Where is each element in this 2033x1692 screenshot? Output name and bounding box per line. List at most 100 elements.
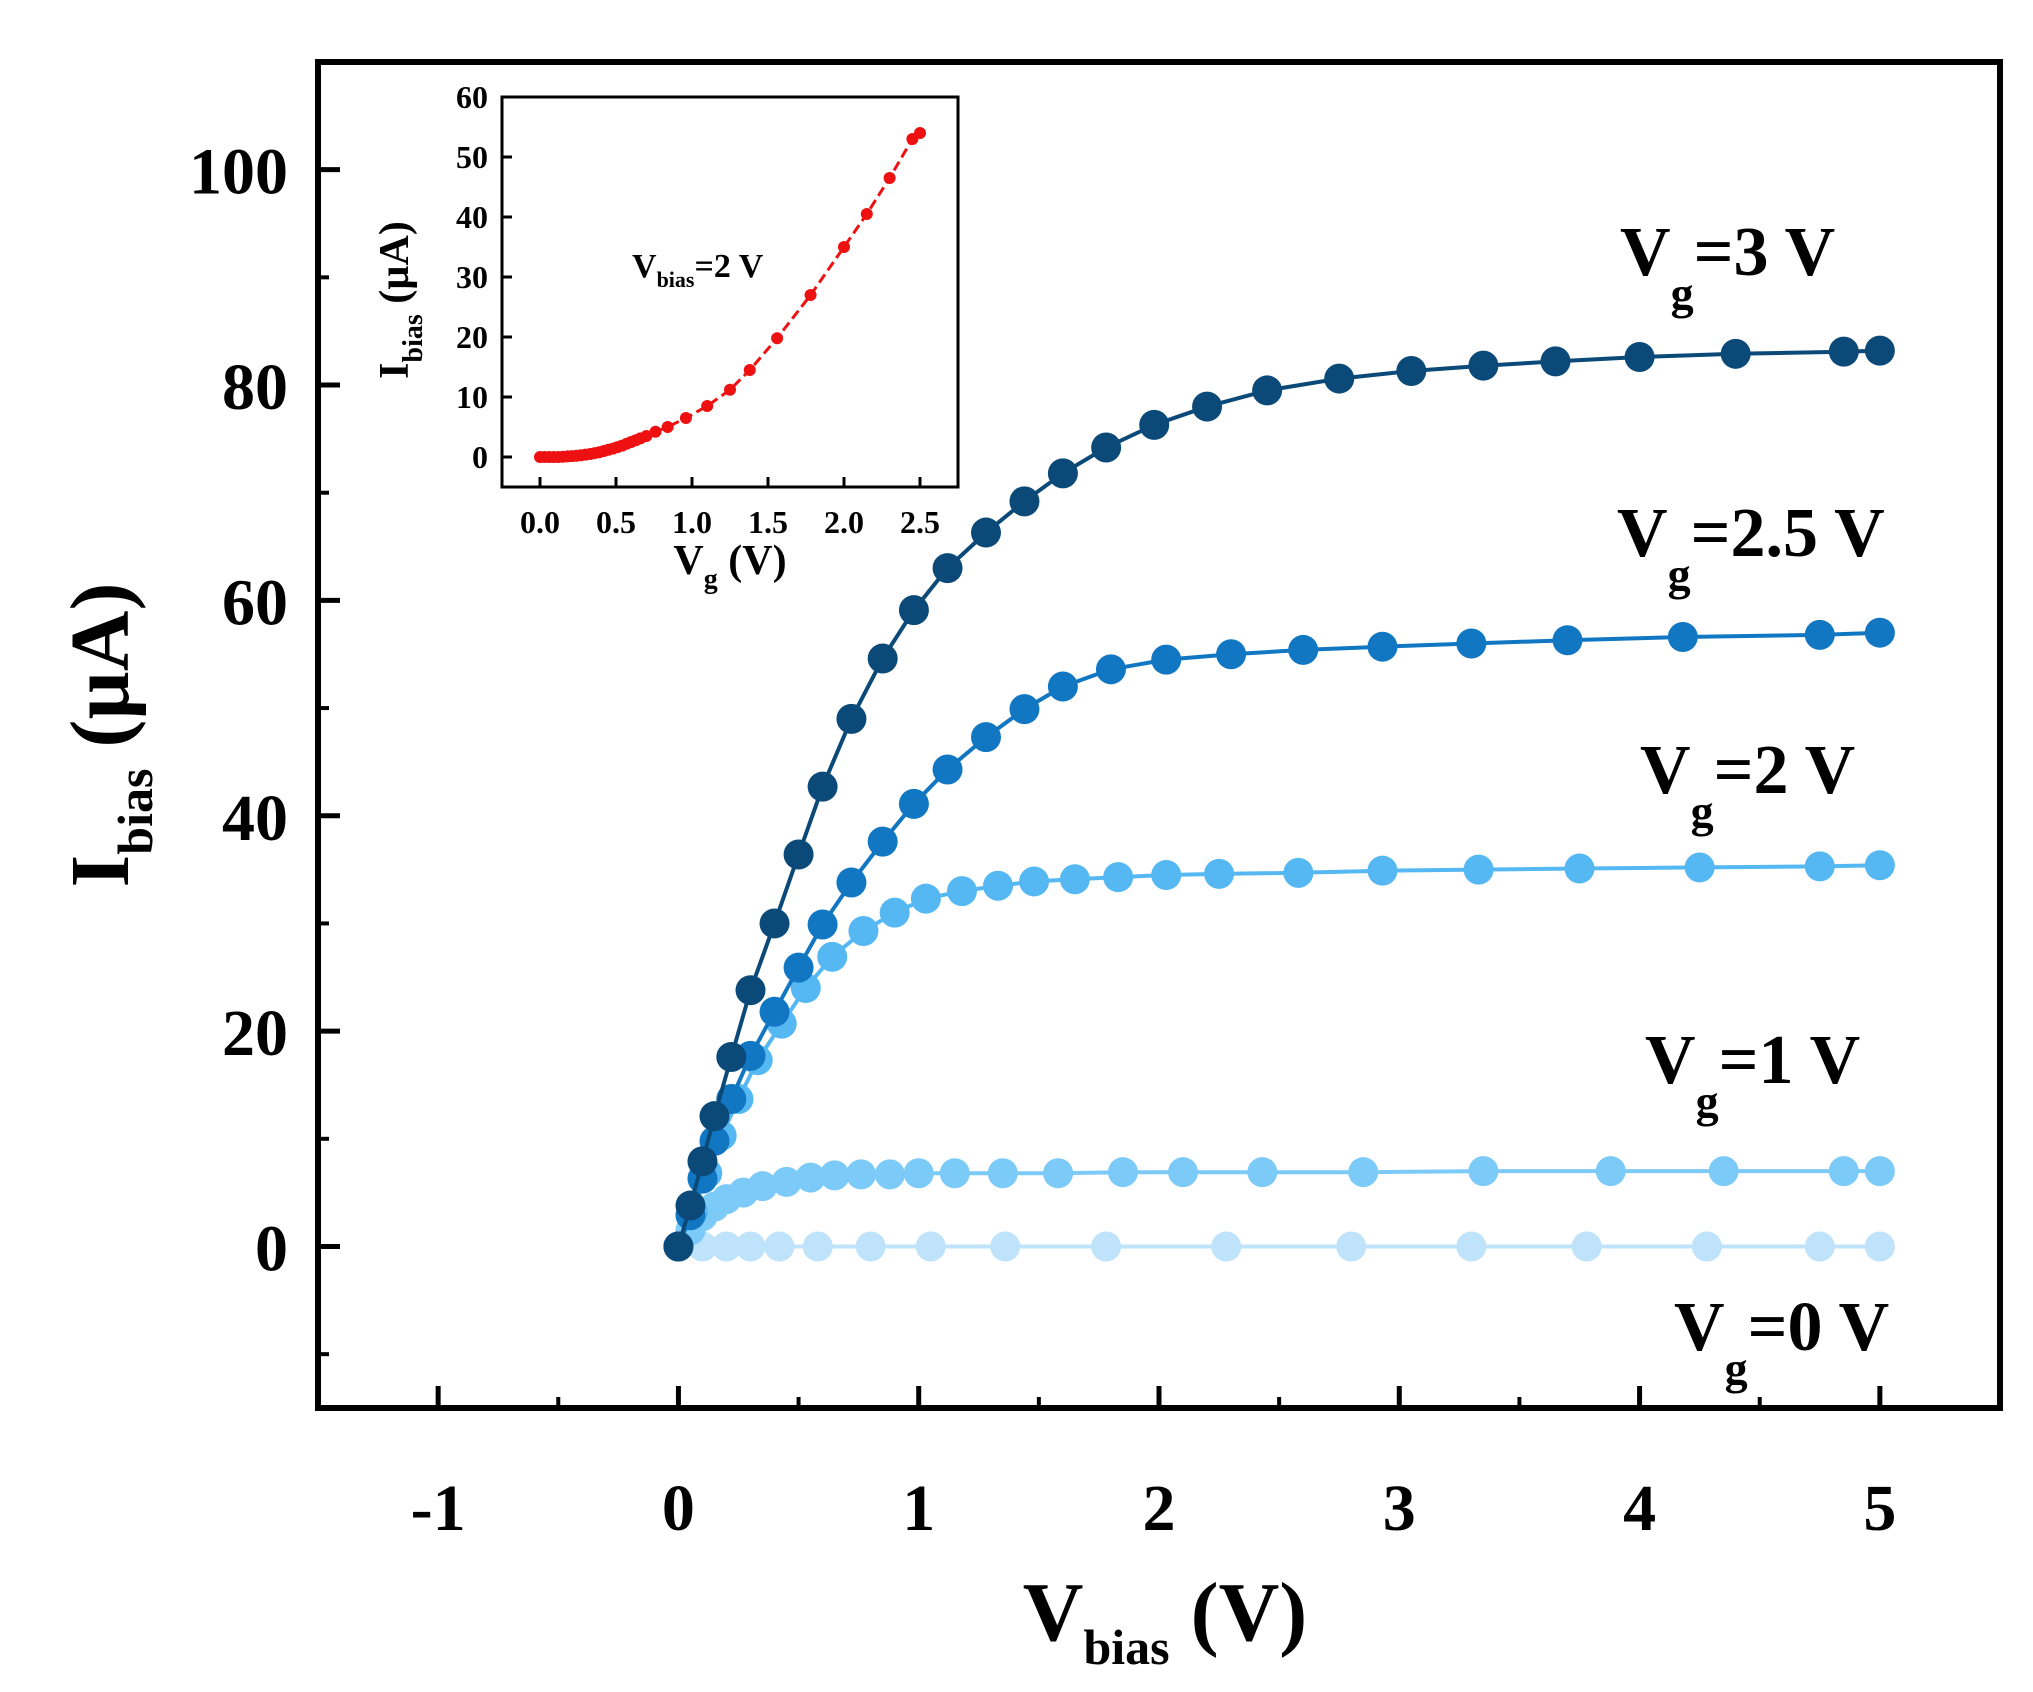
data-point: [663, 1231, 694, 1262]
inset-y-axis-title: Ibias (µA): [372, 221, 429, 379]
data-point: [946, 876, 977, 907]
inset-annotation-sub: bias: [657, 267, 695, 292]
data-point: [1540, 346, 1571, 377]
data-point: [1151, 859, 1182, 890]
data-point: [846, 1159, 877, 1190]
data-point: [807, 909, 838, 940]
data-point: [817, 941, 848, 972]
data-point: [1247, 1157, 1278, 1188]
inset-y-tick-label: 40: [456, 199, 488, 235]
data-point: [1216, 639, 1247, 670]
series-label-sub: g: [1691, 786, 1714, 837]
data-point: [1252, 375, 1283, 406]
inset-y-tick-label: 0: [472, 439, 488, 475]
series-label-sub: g: [1668, 549, 1691, 600]
data-point: [1103, 862, 1134, 893]
data-point: [771, 1166, 802, 1197]
inset-annotation-main: V: [632, 248, 657, 285]
data-point: [1468, 350, 1499, 381]
inset-y-tick-label: 30: [456, 259, 488, 295]
data-point: [1324, 363, 1355, 394]
data-point: [1804, 619, 1835, 650]
data-point: [1456, 628, 1487, 659]
data-point: [983, 870, 1014, 901]
data-point: [1139, 409, 1170, 440]
series-label-sub: g: [1696, 1076, 1719, 1127]
data-point: [735, 1231, 766, 1262]
data-point: [1283, 857, 1314, 888]
data-point: [1288, 634, 1319, 665]
data-point: [1047, 671, 1078, 702]
x-tick-label: 4: [1623, 1472, 1656, 1545]
inset-y-tick-label: 50: [456, 139, 488, 175]
data-point: [1864, 1156, 1895, 1187]
inset-y-tick-label: 20: [456, 319, 488, 355]
data-point: [1667, 622, 1698, 653]
data-point: [759, 908, 790, 939]
data-point: [903, 1158, 934, 1189]
x-axis-title: Vbias (V): [1023, 1566, 1307, 1675]
data-point: [939, 1158, 970, 1189]
series-label-main: V: [1620, 214, 1671, 291]
data-point: [1348, 1157, 1379, 1188]
data-point: [1107, 1157, 1138, 1188]
series-label: Vg=0 V: [1674, 1289, 1889, 1394]
inset-data-point: [883, 172, 896, 184]
inset-data-point: [640, 430, 653, 442]
data-point: [1019, 866, 1050, 897]
data-point: [1043, 1158, 1074, 1189]
x-tick-label: 2: [1143, 1472, 1176, 1545]
inset-data-point: [804, 289, 817, 301]
data-point: [1091, 1231, 1122, 1262]
data-point: [1095, 654, 1126, 685]
data-point: [1595, 1156, 1626, 1187]
series-label: Vg=1 V: [1645, 1022, 1860, 1127]
data-point: [783, 952, 814, 983]
inset-x-axis-title-main: V: [673, 538, 703, 584]
data-point: [759, 996, 790, 1027]
data-point: [867, 826, 898, 857]
data-point: [855, 1231, 886, 1262]
data-point: [1804, 851, 1835, 882]
inset-x-tick-label: 1.0: [672, 504, 712, 540]
data-point: [1009, 694, 1040, 725]
inset-x-axis-title-unit: (V): [718, 538, 787, 584]
series-label-rest: =0 V: [1748, 1289, 1890, 1366]
data-point: [1691, 1231, 1722, 1262]
inset-y-tick-label: 10: [456, 379, 488, 415]
data-point: [932, 754, 963, 785]
inset-data-point: [838, 241, 850, 253]
series-label-main: V: [1645, 1022, 1696, 1099]
series-label-rest: =2 V: [1714, 732, 1856, 809]
series-label-main: V: [1617, 495, 1668, 572]
data-point: [1804, 1231, 1835, 1262]
data-point: [747, 1171, 778, 1202]
data-point: [802, 1231, 833, 1262]
data-point: [716, 1041, 747, 1072]
data-point: [795, 1162, 826, 1193]
data-point: [699, 1101, 730, 1132]
data-point: [836, 703, 867, 734]
inset-y-axis-title-unit: (µA): [372, 221, 418, 314]
data-point: [932, 553, 963, 584]
data-point: [987, 1158, 1018, 1189]
data-point: [970, 517, 1001, 548]
data-point: [1720, 338, 1751, 369]
data-point: [819, 1160, 850, 1191]
data-point: [735, 975, 766, 1006]
data-point: [1204, 858, 1235, 889]
y-tick-label: 100: [189, 136, 288, 209]
data-point: [1708, 1156, 1739, 1187]
data-point: [1367, 855, 1398, 886]
x-tick-label: 0: [662, 1472, 695, 1545]
inset-data-point: [860, 208, 873, 220]
data-point: [675, 1190, 706, 1221]
data-point: [783, 839, 814, 870]
inset-y-axis-title-main: I: [372, 362, 418, 378]
data-point: [1463, 854, 1494, 885]
y-axis-title-main: I: [54, 855, 147, 888]
inset-data-point: [743, 364, 756, 376]
inset-annotation-rest: =2 V: [694, 248, 763, 285]
